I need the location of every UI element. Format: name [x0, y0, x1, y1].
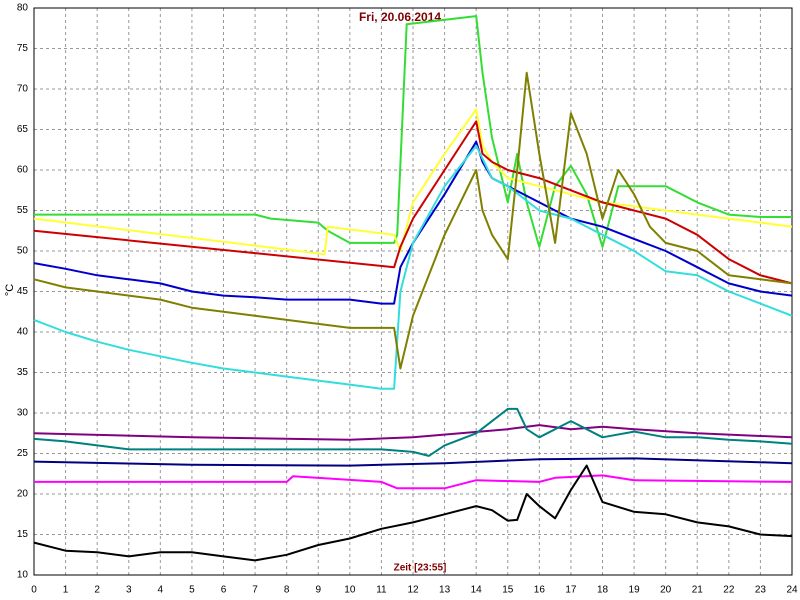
series-line	[34, 15, 792, 248]
y-tick-label: 70	[17, 84, 29, 95]
x-tick-label: 16	[534, 585, 546, 596]
x-tick-label: 10	[344, 585, 356, 596]
x-tick-label: 8	[284, 585, 290, 596]
y-tick-label: 65	[17, 124, 29, 135]
series-line	[33, 424, 793, 441]
y-tick-label: 45	[17, 286, 29, 297]
plot-frame	[33, 7, 793, 576]
x-tick-label: 6	[221, 585, 227, 596]
series-line	[33, 464, 793, 562]
x-axis-label: Zeit [23:55]	[394, 563, 447, 574]
x-tick-label: 11	[376, 585, 387, 596]
x-tick-label: 3	[126, 585, 132, 596]
y-tick-label: 40	[17, 327, 29, 338]
x-tick-label: 17	[565, 585, 577, 596]
x-tick-label: 4	[158, 585, 164, 596]
y-axis-label: °C	[4, 284, 16, 296]
series-line	[33, 71, 793, 370]
x-tick-label: 12	[407, 585, 419, 596]
y-tick-label: 25	[17, 448, 29, 459]
y-tick-label: 35	[17, 367, 29, 378]
series-line	[33, 407, 793, 457]
series-line	[33, 144, 793, 390]
x-tick-label: 5	[189, 585, 195, 596]
y-tick-label: 75	[17, 43, 29, 54]
y-tick-label: 60	[17, 165, 29, 176]
x-tick-label: 14	[471, 585, 483, 596]
x-tick-label: 2	[94, 585, 100, 596]
y-tick-label: 30	[17, 408, 29, 419]
x-tick-label: 7	[252, 585, 258, 596]
x-tick-label: 15	[502, 585, 514, 596]
y-tick-label: 55	[17, 205, 29, 216]
x-tick-label: 24	[786, 585, 798, 596]
x-tick-label: 18	[597, 585, 609, 596]
x-tick-label: 9	[315, 585, 321, 596]
x-tick-label: 1	[63, 585, 69, 596]
y-tick-label: 20	[17, 489, 29, 500]
series-line	[34, 474, 793, 490]
series-line	[33, 457, 793, 467]
y-tick-label: 10	[17, 570, 29, 581]
x-tick-label: 22	[723, 585, 735, 596]
y-tick-label: 15	[17, 529, 29, 540]
series-line	[33, 120, 793, 285]
chart-title: Fri, 20.06.2014	[359, 10, 441, 24]
x-tick-label: 20	[660, 585, 672, 596]
x-tick-label: 21	[692, 585, 704, 596]
x-tick-label: 19	[629, 585, 641, 596]
y-tick-label: 50	[17, 246, 29, 257]
x-tick-label: 13	[439, 585, 451, 596]
x-tick-label: 23	[755, 585, 767, 596]
y-tick-label: 80	[17, 3, 29, 14]
x-tick-label: 0	[31, 585, 37, 596]
